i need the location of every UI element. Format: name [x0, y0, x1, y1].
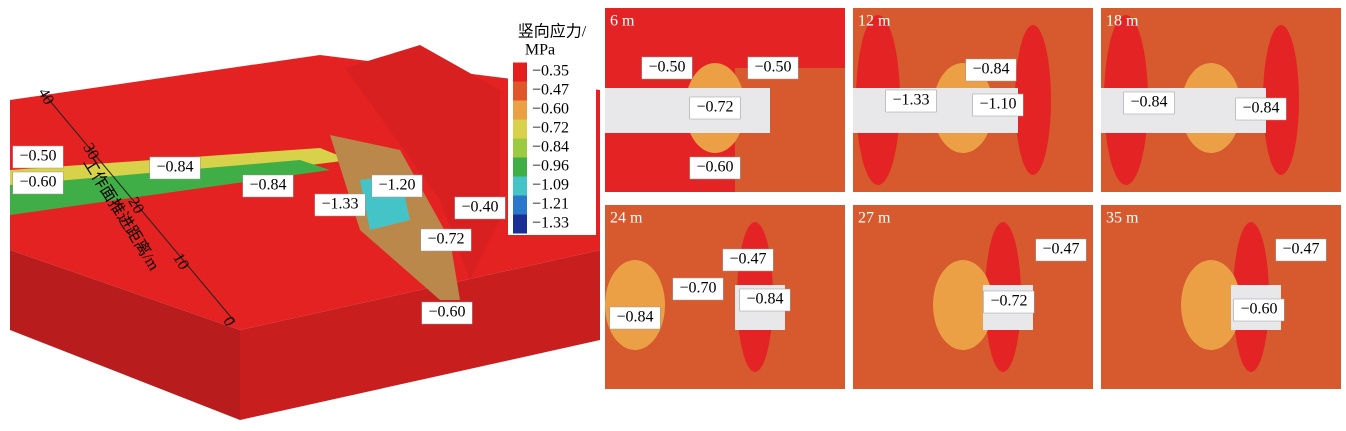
- colorbar-tick: −1.21: [532, 196, 569, 213]
- value-label: −0.84: [1242, 100, 1279, 117]
- value-label: −0.60: [428, 304, 465, 321]
- panel-title: 6 m: [610, 13, 635, 30]
- label-box: [885, 89, 937, 113]
- value-label: −0.84: [972, 61, 1009, 78]
- value-label: −0.50: [19, 148, 56, 165]
- colorbar-swatch: [513, 195, 527, 215]
- colorbar-tick: −1.33: [532, 215, 569, 232]
- value-label: −0.50: [648, 59, 685, 76]
- contour-region: [1015, 25, 1051, 175]
- value-label: −1.33: [892, 92, 929, 109]
- panel-title: 12 m: [858, 13, 891, 30]
- model-side: [10, 250, 240, 420]
- model-front: [240, 250, 600, 420]
- panel: 27 m −0.47 −0.72: [853, 205, 1093, 389]
- label-box: [722, 248, 774, 272]
- colorbar-unit: MPa: [525, 42, 555, 59]
- label-box: [672, 277, 724, 301]
- colorbar-tick: −1.09: [532, 177, 569, 194]
- value-label: −0.50: [754, 59, 791, 76]
- value-label: −1.33: [321, 196, 358, 213]
- colorbar-swatch: [513, 62, 527, 82]
- contour-region: [1181, 260, 1241, 350]
- axis-tick: 40: [34, 85, 57, 107]
- label-box: [641, 56, 693, 80]
- model-step: [345, 45, 500, 280]
- value-label: −1.10: [979, 96, 1016, 113]
- colorbar-swatch: [513, 81, 527, 101]
- colorbar-title: 竖向应力/: [518, 22, 587, 41]
- label-box: [972, 93, 1024, 117]
- value-label: −0.72: [427, 231, 464, 248]
- colorbar-swatch: [513, 157, 527, 177]
- colorbar-swatch: [513, 214, 527, 234]
- axis-line: [44, 94, 236, 323]
- label-box: [1123, 91, 1175, 115]
- panel: 12 m −0.84 −1.33 −1.10: [853, 8, 1093, 192]
- value-label: −0.60: [696, 159, 733, 176]
- value-label: −0.60: [1240, 301, 1277, 318]
- value-label: −0.47: [729, 251, 766, 268]
- colorbar-tick: −0.47: [532, 82, 569, 99]
- contour-band: [10, 160, 330, 215]
- contour-region: [933, 260, 993, 350]
- label-box: [242, 174, 294, 198]
- value-label: −0.72: [990, 293, 1027, 310]
- panel-title: 35 m: [1106, 210, 1139, 227]
- value-label: −0.70: [679, 280, 716, 297]
- value-label: −0.47: [1282, 241, 1319, 258]
- excavated-zone: [605, 88, 770, 133]
- value-label: −0.84: [249, 177, 286, 194]
- label-box: [1035, 238, 1087, 262]
- colorbar-swatch: [513, 176, 527, 196]
- axis-tick: 10: [169, 250, 192, 272]
- panel-title: 27 m: [858, 210, 891, 227]
- panel: 6 m −0.50 −0.50 −0.72 −0.60: [605, 8, 845, 192]
- contour-region: [605, 260, 665, 350]
- label-box: [12, 171, 64, 195]
- panel: 35 m −0.47 −0.60: [1101, 205, 1341, 389]
- colorbar-swatch: [513, 119, 527, 139]
- label-box: [1233, 298, 1285, 322]
- value-label: −0.84: [616, 309, 653, 326]
- label-box: [983, 290, 1035, 314]
- label-box: [1275, 238, 1327, 262]
- label-box: [689, 96, 741, 120]
- label-box: [420, 228, 472, 252]
- value-label: −0.84: [746, 291, 783, 308]
- value-label: −0.40: [461, 199, 498, 216]
- label-box: [747, 56, 799, 80]
- label-box: [371, 174, 423, 198]
- panel-title: 24 m: [610, 210, 643, 227]
- label-box: [1235, 97, 1287, 121]
- label-box: [149, 156, 201, 180]
- label-box: [454, 196, 506, 220]
- axis-tick: 30: [79, 140, 102, 162]
- colorbar-tick: −0.60: [532, 101, 569, 118]
- value-label: −1.20: [378, 177, 415, 194]
- colorbar-tick: −0.35: [532, 63, 569, 80]
- colorbar-swatch: [513, 100, 527, 120]
- label-box: [965, 58, 1017, 82]
- axis-tick: 20: [124, 194, 147, 216]
- panel-title: 18 m: [1106, 13, 1139, 30]
- label-box: [609, 306, 661, 330]
- label-box: [739, 288, 791, 312]
- value-label: −0.84: [1130, 94, 1167, 111]
- colorbar-swatch: [513, 138, 527, 158]
- colorbar-tick: −0.84: [532, 139, 569, 156]
- value-label: −0.72: [696, 99, 733, 116]
- panel: 18 m −0.84 −0.84: [1101, 8, 1341, 192]
- label-box: [689, 156, 741, 180]
- colorbar-tick: −0.96: [532, 158, 569, 175]
- value-label: −0.60: [19, 174, 56, 191]
- label-box: [421, 301, 473, 325]
- panel: 24 m −0.47 −0.70 −0.84 −0.84: [605, 205, 845, 389]
- label-box: [12, 145, 64, 169]
- label-box: [314, 193, 366, 217]
- value-label: −0.47: [1042, 241, 1079, 258]
- value-label: −0.84: [156, 159, 193, 176]
- colorbar-tick: −0.72: [532, 120, 569, 137]
